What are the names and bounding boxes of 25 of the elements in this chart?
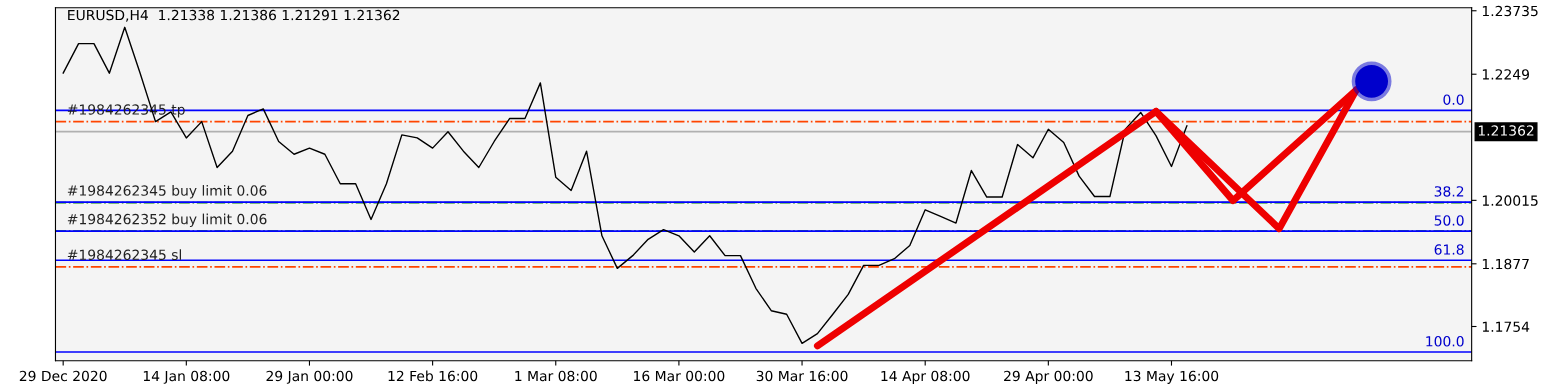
x-tick-label: 13 May 16:00 [1125, 370, 1219, 384]
x-tick-label: 16 Mar 00:00 [634, 370, 725, 382]
annotation: 38.2 [1434, 186, 1464, 197]
ref-line-label: 1.21362 [1478, 125, 1534, 136]
x-tick-label: 14 Apr 08:00 [881, 370, 970, 384]
annotation: 50.0 [1434, 215, 1464, 226]
y-tick-label: 1.23735 [1482, 5, 1538, 17]
chart-title: EURUSD,H4 1.21338 1.21386 1.21291 1.21362 [68, 9, 400, 22]
y-tick-label: 1.20015 [1482, 195, 1538, 206]
x-tick-label: 29 Jan 00:00 [266, 370, 353, 384]
x-tick-label: 29 Dec 2020 [19, 370, 107, 382]
y-tick-label: 1.1877 [1482, 258, 1529, 270]
x-tick-label: 29 Apr 00:00 [1004, 370, 1093, 384]
annotation: 61.8 [1434, 244, 1464, 255]
ref-line-label: #1984262345 buy limit 0.06 [67, 185, 267, 199]
x-tick-label: 14 Jan 08:00 [143, 370, 230, 384]
y-tick-label: 1.2249 [1482, 69, 1529, 80]
ref-line-label: #1984262345 sl [67, 249, 182, 261]
x-tick-label: 1 Mar 08:00 [515, 370, 597, 382]
x-tick-label: 30 Mar 16:00 [756, 370, 848, 382]
annotation: 100.0 [1426, 336, 1464, 347]
ref-line-label: #1984262352 buy limit 0.06 [67, 213, 267, 228]
y-tick-label: 1.1754 [1482, 321, 1530, 332]
x-tick-label: 12 Feb 16:00 [388, 370, 478, 382]
annotation: 0.0 [1443, 94, 1464, 105]
